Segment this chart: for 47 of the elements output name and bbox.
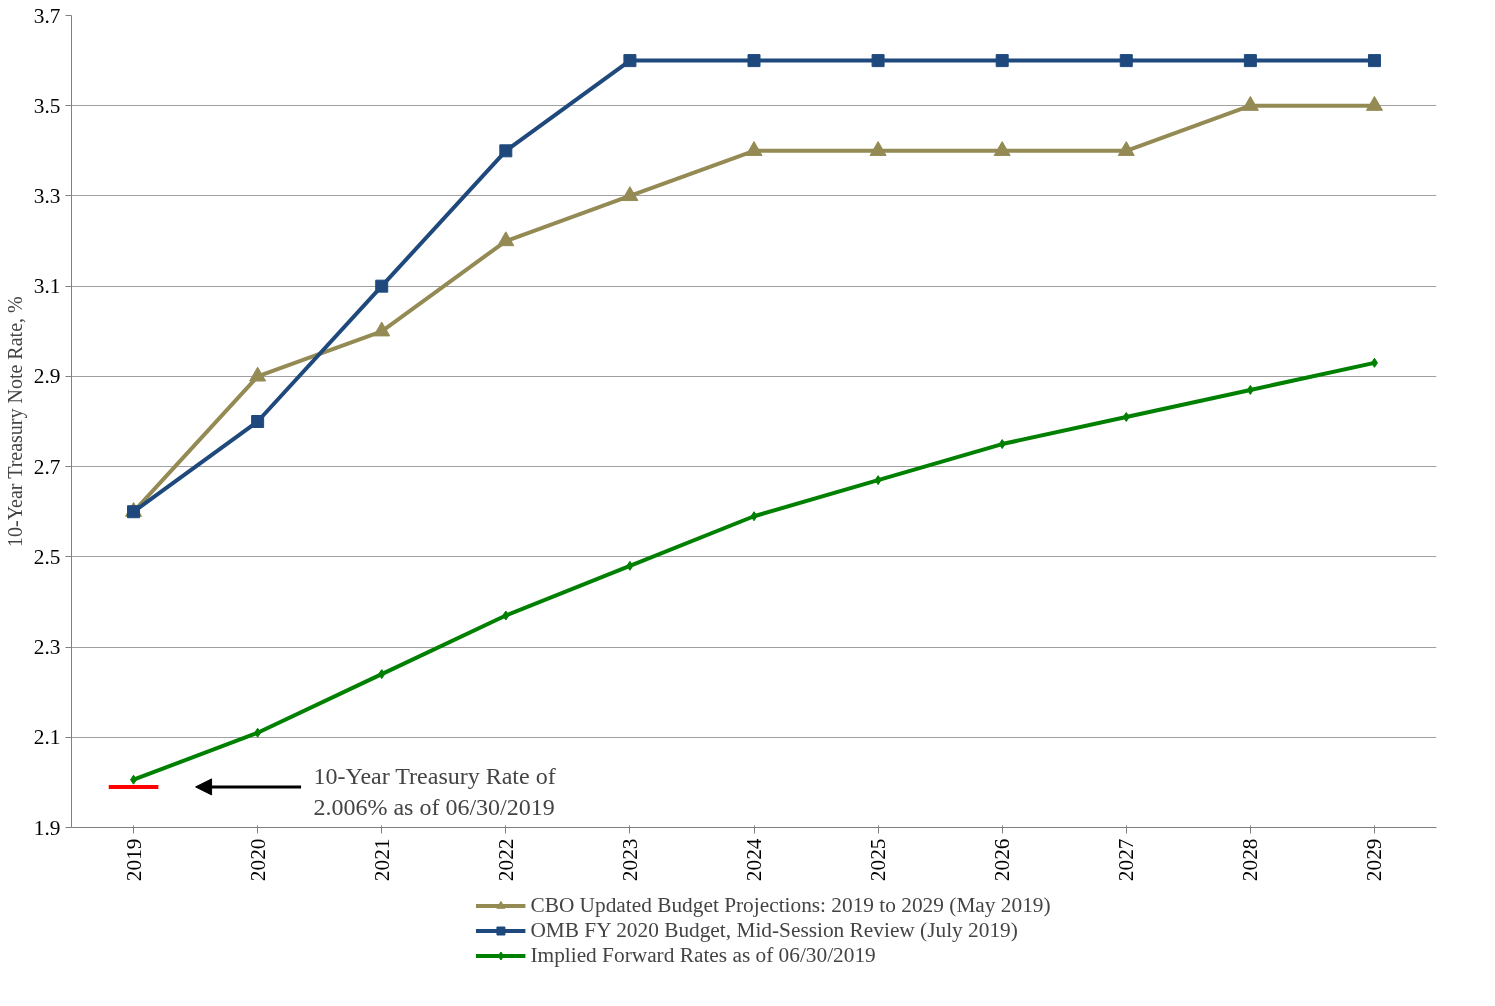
point <box>623 54 637 68</box>
legend-label: CBO Updated Budget Projections: 2019 to 2029 (May 2019) <box>530 892 1051 918</box>
x-tick-label: 2028 <box>1238 838 1263 882</box>
y-tick-label: 3.1 <box>33 274 61 299</box>
x-tick-label: 2021 <box>369 838 394 882</box>
x-tick-label: 2023 <box>617 838 642 882</box>
y-tick-label: 2.3 <box>33 635 61 660</box>
point <box>750 511 758 522</box>
y-tick-label: 3.3 <box>33 183 61 208</box>
point <box>626 560 634 571</box>
x-tick-label: 2027 <box>1114 838 1139 882</box>
annotation: 10-Year Treasury Rate of 2.006% as of 06/30/2019 <box>313 763 556 821</box>
x-tick-label: 2026 <box>990 838 1015 882</box>
point <box>251 415 265 428</box>
y-tick-label: 2.1 <box>33 725 61 750</box>
x-tick-label: 2020 <box>245 838 270 882</box>
x-tick-label: 2024 <box>742 838 766 882</box>
point <box>1370 357 1378 368</box>
point <box>378 669 386 680</box>
y-tick-label: 2.9 <box>33 364 61 389</box>
point <box>254 727 262 738</box>
point <box>1119 54 1133 68</box>
point <box>375 279 389 293</box>
y-tick-label: 3.5 <box>33 93 61 118</box>
point <box>998 439 1006 450</box>
y-tick-label: 1.9 <box>33 815 61 840</box>
y-tick-label: 2.5 <box>33 544 61 569</box>
point <box>130 774 138 785</box>
y-tick-label: 3.7 <box>33 3 61 28</box>
point <box>1243 54 1257 68</box>
point <box>747 54 761 68</box>
point <box>995 54 1009 68</box>
y-tick-label: 2.7 <box>33 454 61 479</box>
legend-label: OMB FY 2020 Budget, Mid-Session Review (July 2019) <box>530 917 1018 943</box>
point <box>502 610 510 621</box>
point <box>874 475 882 486</box>
x-tick-label: 2022 <box>493 838 518 882</box>
y-axis-title: 10-Year Treasury Note Rate, % <box>3 296 27 548</box>
point <box>1367 54 1381 68</box>
x-tick-label: 2019 <box>121 838 146 882</box>
x-tick-label: 2029 <box>1362 838 1387 882</box>
legend-label: Implied Forward Rates as of 06/30/2019 <box>530 942 876 968</box>
point <box>1246 384 1254 395</box>
x-tick-label: 2025 <box>866 838 891 882</box>
point <box>499 144 513 158</box>
point <box>1122 411 1130 422</box>
point <box>871 54 885 68</box>
